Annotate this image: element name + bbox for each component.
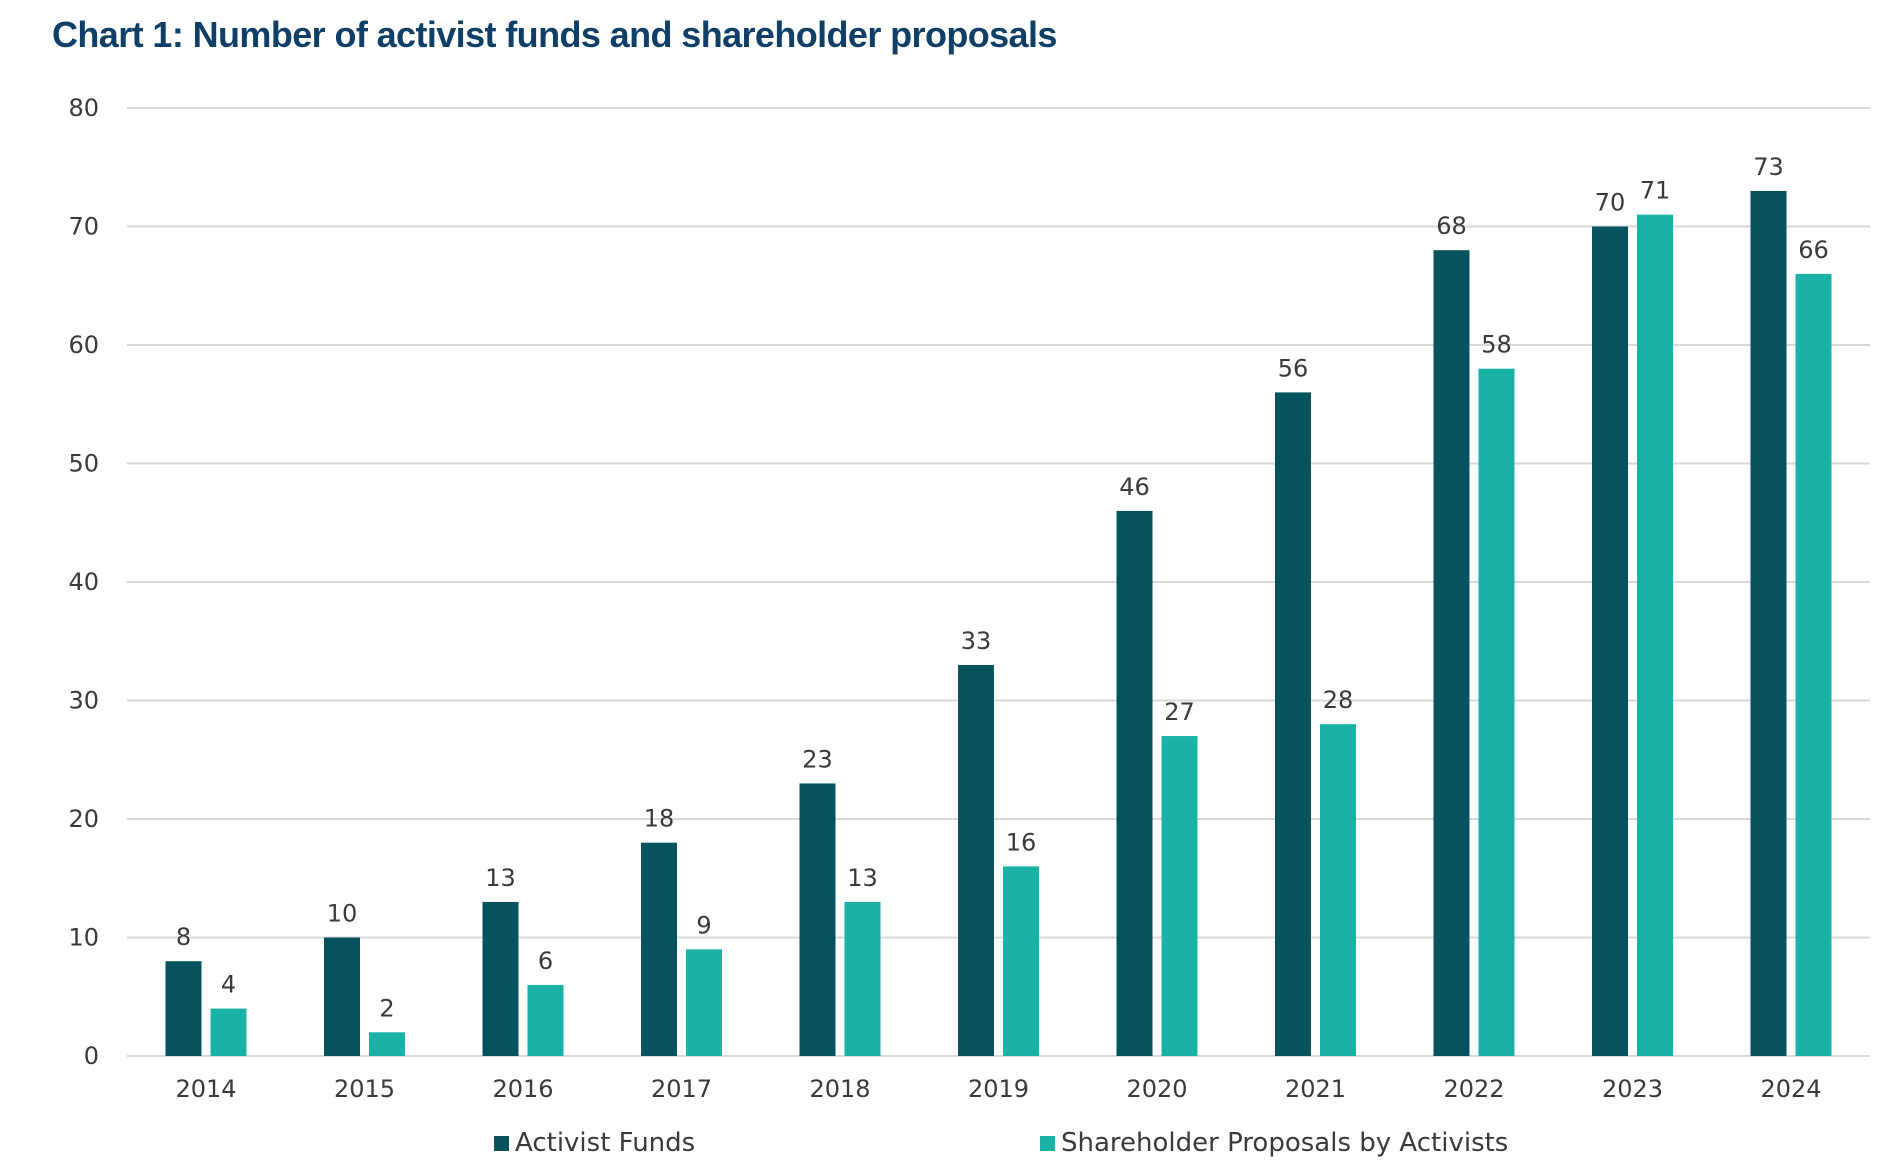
data-label: 68	[1436, 212, 1467, 240]
data-label: 70	[1595, 189, 1626, 217]
x-tick-label: 2021	[1285, 1075, 1346, 1103]
data-label: 6	[538, 947, 553, 975]
x-tick-label: 2014	[175, 1075, 236, 1103]
bars	[165, 190, 1832, 1056]
legend-swatch-shareholder-proposals	[1040, 1135, 1055, 1151]
y-tick-label: 30	[68, 687, 99, 715]
bar-shareholder-proposals-2022	[1478, 368, 1515, 1056]
x-tick-label: 2015	[334, 1075, 395, 1103]
data-label: 10	[327, 900, 358, 928]
data-label: 46	[1119, 473, 1150, 501]
legend-item-activist-funds: Activist Funds	[494, 1126, 695, 1160]
data-label: 2	[379, 994, 394, 1022]
data-label: 27	[1164, 698, 1195, 726]
bar-activist-funds-2014	[165, 961, 202, 1056]
y-tick-label: 50	[68, 450, 99, 478]
legend-label-shareholder-proposals: Shareholder Proposals by Activists	[1061, 1128, 1509, 1158]
data-label: 13	[485, 864, 516, 892]
bar-activist-funds-2020	[1116, 510, 1153, 1056]
x-tick-label: 2016	[492, 1075, 553, 1103]
bar-shareholder-proposals-2024	[1795, 273, 1832, 1056]
y-tick-label: 80	[68, 94, 99, 122]
bar-activist-funds-2022	[1433, 250, 1470, 1056]
y-axis-tick-labels: 0 10 20 30 40 50 60 70 80	[68, 94, 99, 1070]
x-tick-label: 2024	[1760, 1075, 1821, 1103]
bar-activist-funds-2024	[1750, 190, 1787, 1056]
bar-shareholder-proposals-2016	[527, 984, 564, 1056]
y-tick-label: 60	[68, 331, 99, 359]
bar-shareholder-proposals-2015	[369, 1032, 405, 1056]
data-label: 66	[1798, 236, 1829, 264]
y-tick-label: 0	[84, 1042, 99, 1070]
data-label: 18	[644, 805, 675, 833]
data-label: 73	[1753, 153, 1784, 181]
data-label: 8	[176, 923, 191, 951]
data-label: 71	[1640, 177, 1671, 205]
data-label: 23	[802, 745, 833, 773]
y-tick-label: 40	[68, 568, 99, 596]
x-tick-label: 2018	[809, 1075, 870, 1103]
data-label: 4	[221, 971, 236, 999]
x-tick-label: 2017	[651, 1075, 712, 1103]
bar-shareholder-proposals-2021	[1320, 724, 1356, 1056]
x-axis-tick-labels: 2014 2015 2016 2017 2018 2019 2020 2021 2022 2023…	[175, 1075, 1821, 1103]
data-label: 9	[696, 911, 711, 939]
bar-activist-funds-2015	[324, 937, 360, 1056]
data-label: 13	[847, 864, 878, 892]
data-label: 33	[961, 627, 992, 655]
x-tick-label: 2020	[1126, 1075, 1187, 1103]
legend-item-shareholder-proposals: Shareholder Proposals by Activists	[1040, 1126, 1508, 1160]
legend-label-activist-funds: Activist Funds	[515, 1128, 696, 1158]
x-tick-label: 2019	[968, 1075, 1029, 1103]
bar-activist-funds-2018	[799, 783, 836, 1056]
data-label: 56	[1278, 354, 1309, 382]
data-label: 58	[1481, 331, 1512, 359]
bar-shareholder-proposals-2020	[1161, 736, 1198, 1056]
bar-shareholder-proposals-2023	[1637, 214, 1673, 1056]
bar-activist-funds-2023	[1592, 226, 1628, 1056]
bar-shareholder-proposals-2019	[1003, 866, 1039, 1056]
y-tick-label: 10	[68, 924, 99, 952]
bar-activist-funds-2016	[482, 901, 519, 1056]
y-tick-label: 70	[68, 213, 99, 241]
data-label: 16	[1006, 828, 1037, 856]
bar-shareholder-proposals-2014	[210, 1008, 247, 1056]
data-labels: 8 4 10 2 13 6 18 9 23 13 33 16 46 27 56 28 68 58 70 71 73 66	[176, 153, 1829, 1022]
data-label: 28	[1323, 686, 1354, 714]
x-tick-label: 2022	[1443, 1075, 1504, 1103]
bar-activist-funds-2019	[958, 664, 994, 1056]
gridlines	[127, 107, 1870, 1057]
bar-chart: 0 10 20 30 40 50 60 70 80 8 4 10 2 13 6 18 9 23 13 33 16 46 2…	[68, 94, 1870, 1103]
bar-activist-funds-2017	[641, 842, 677, 1056]
x-tick-label: 2023	[1602, 1075, 1663, 1103]
y-tick-label: 20	[68, 805, 99, 833]
bar-shareholder-proposals-2017	[686, 949, 722, 1056]
bar-activist-funds-2021	[1275, 392, 1311, 1056]
bar-shareholder-proposals-2018	[844, 901, 881, 1056]
chart-title: Chart 1: Number of activist funds and sh…	[52, 14, 1057, 55]
legend-swatch-activist-funds	[494, 1135, 509, 1151]
